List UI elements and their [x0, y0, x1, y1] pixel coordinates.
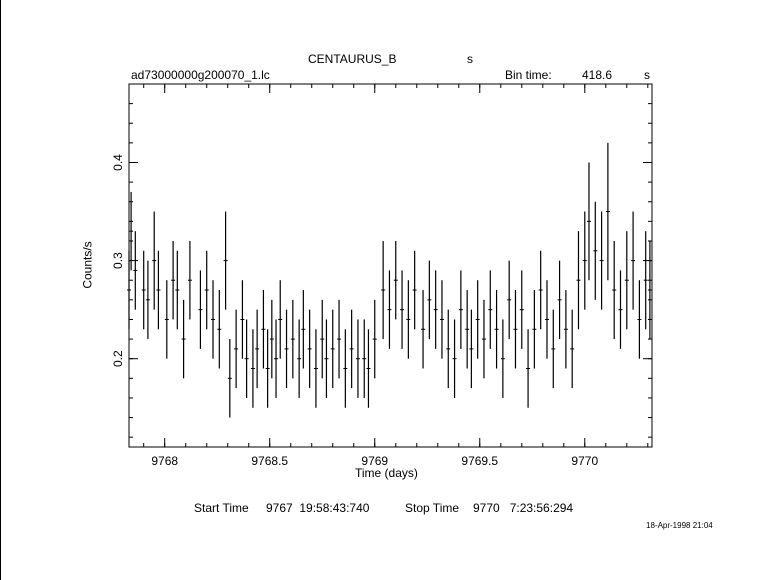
- plot-frame: [128, 83, 653, 448]
- x-tick-label: 9770: [571, 454, 598, 468]
- x-tick-label: 9768.5: [251, 454, 288, 468]
- start-time-label: Start Time: [194, 501, 249, 515]
- stop-time-label: Stop Time: [405, 501, 460, 515]
- y-tick-label: 0.2: [111, 350, 125, 367]
- x-tick-label: 9769.5: [461, 454, 498, 468]
- object-unit: s: [467, 52, 473, 66]
- start-time-value: 9767 19:58:43:740: [266, 501, 370, 515]
- x-tick-label: 9769: [361, 454, 388, 468]
- window-frame-left: [0, 0, 1, 580]
- bin-time-label: Bin time:: [505, 68, 552, 82]
- bin-time-unit: s: [644, 68, 650, 82]
- plot-timestamp: 18-Apr-1998 21:04: [646, 521, 713, 530]
- stop-time-value: 9770 7:23:56:294: [473, 501, 574, 515]
- x-tick-label: 9768: [151, 454, 178, 468]
- y-tick-label: 0.4: [111, 154, 125, 171]
- file-name: ad73000000g200070_1.lc: [131, 68, 270, 82]
- object-name: CENTAURUS_B: [308, 52, 397, 66]
- bin-time-value: 418.6: [582, 68, 613, 82]
- y-axis-title: Counts/s: [80, 241, 95, 289]
- x-axis-title: Time (days): [355, 466, 418, 480]
- y-tick-label: 0.3: [111, 252, 125, 269]
